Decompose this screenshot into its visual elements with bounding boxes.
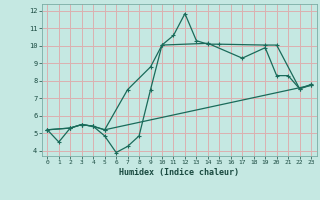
X-axis label: Humidex (Indice chaleur): Humidex (Indice chaleur) [119, 168, 239, 177]
